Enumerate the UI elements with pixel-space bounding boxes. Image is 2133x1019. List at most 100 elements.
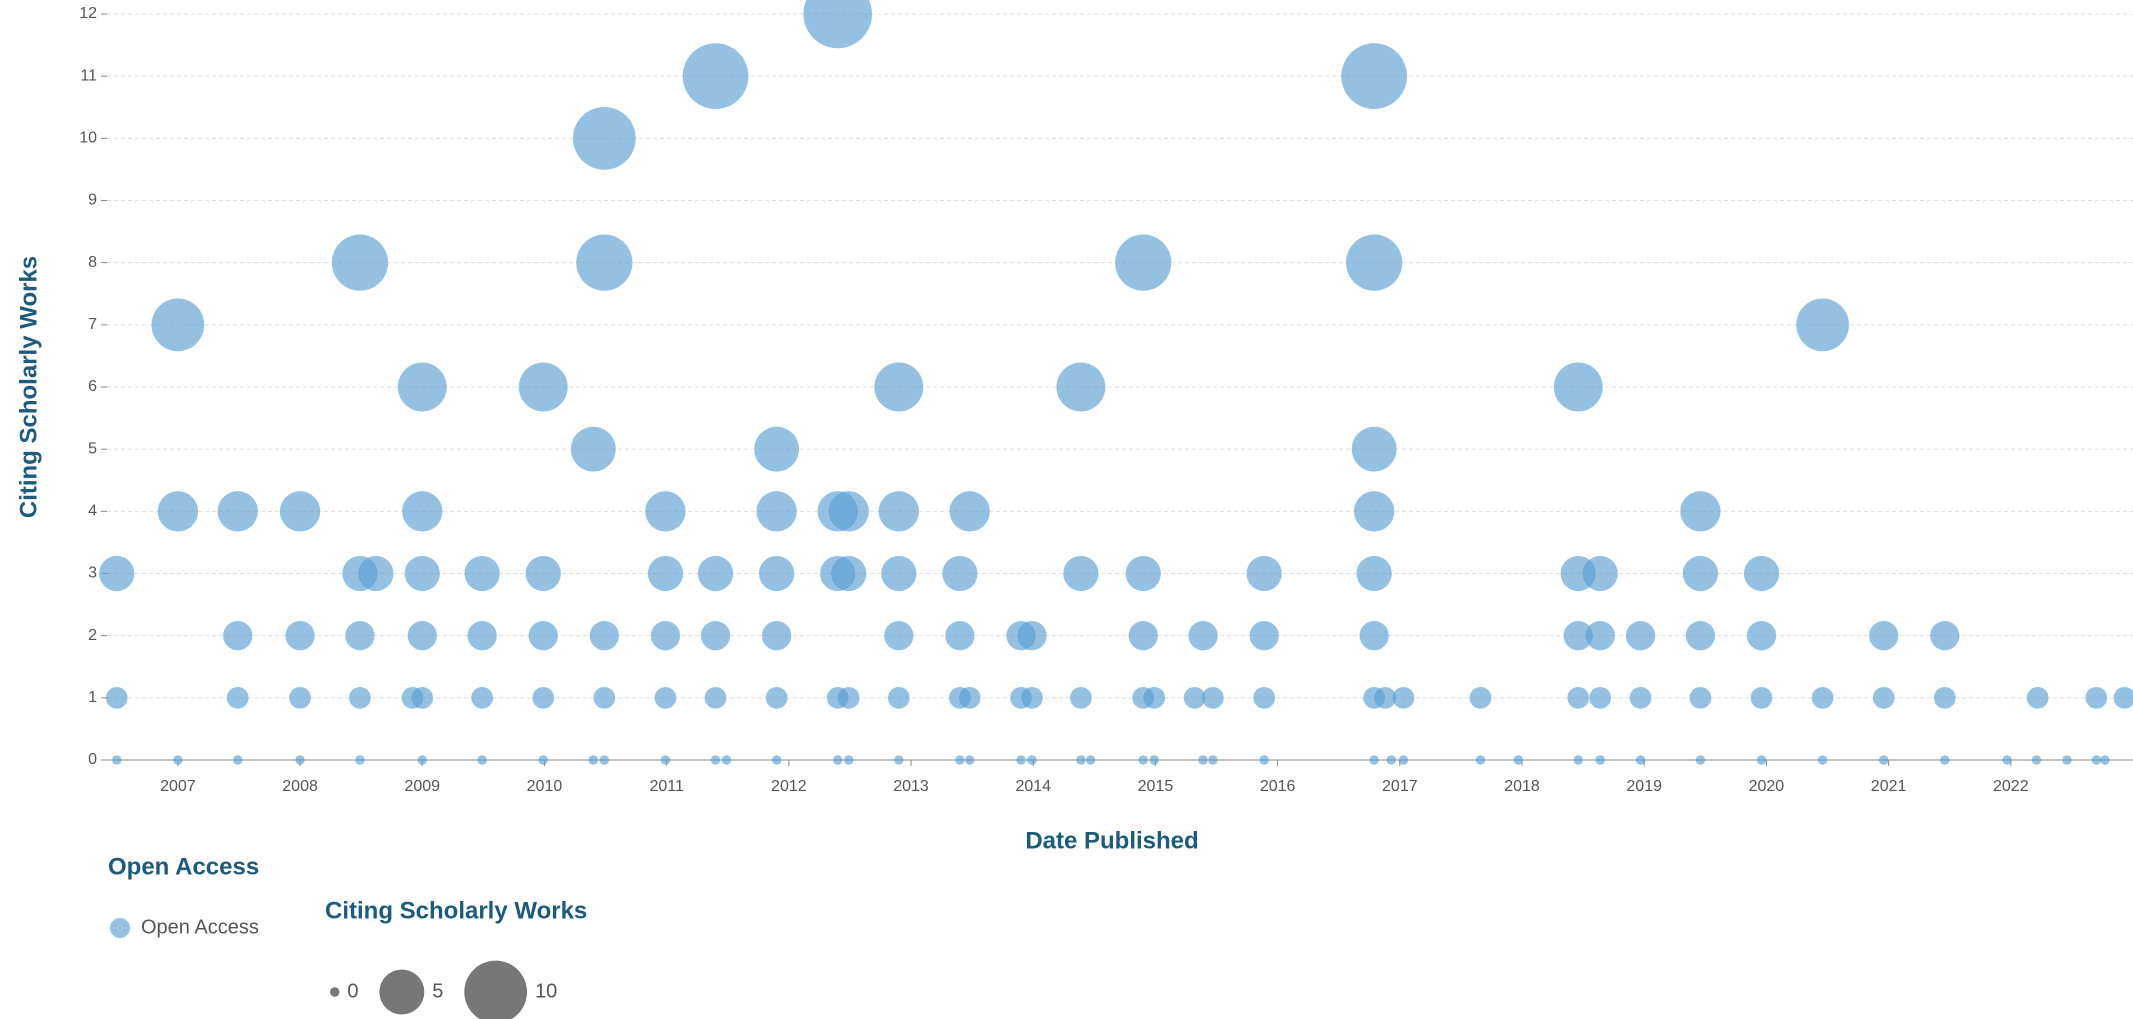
bubble <box>1469 686 1492 709</box>
bubble <box>538 755 548 765</box>
y-axis-title: Citing Scholarly Works <box>15 256 42 518</box>
bubble <box>759 555 795 592</box>
bubble <box>878 491 919 532</box>
bubble <box>1933 686 1956 709</box>
size-legend-circle <box>464 960 528 1019</box>
bubble <box>1359 621 1389 651</box>
bubble <box>1553 362 1603 412</box>
bubble <box>2085 686 2108 709</box>
bubble <box>397 362 447 412</box>
bubble <box>1475 755 1486 765</box>
bubble <box>331 234 389 291</box>
bubble <box>955 755 965 765</box>
bubble <box>1817 755 1828 765</box>
bubble <box>1374 686 1397 709</box>
x-tick-label: 2017 <box>1382 778 1418 795</box>
bubble <box>704 686 727 709</box>
bubble <box>765 686 788 709</box>
bubble <box>1746 621 1777 651</box>
bubble <box>1872 686 1895 709</box>
bubble <box>1149 755 1159 765</box>
bubble <box>1595 755 1605 765</box>
bubble <box>1743 555 1780 592</box>
bubble <box>226 686 249 709</box>
y-tick-label: 0 <box>88 751 97 768</box>
bubble <box>654 686 677 709</box>
bubble <box>803 0 873 49</box>
bubble <box>942 555 978 592</box>
bubble <box>1398 755 1409 765</box>
size-legend-circle <box>379 969 425 1015</box>
bubble <box>1356 555 1392 592</box>
bubble <box>949 491 990 532</box>
bubble <box>285 621 315 651</box>
bubble <box>1188 621 1218 651</box>
bubble <box>771 755 782 765</box>
bubble <box>295 755 305 765</box>
bubble <box>721 755 732 765</box>
y-tick-label: 8 <box>88 254 97 271</box>
bubble <box>1386 755 1396 765</box>
bubble <box>471 686 494 709</box>
bubble <box>831 555 867 592</box>
y-tick-label: 5 <box>88 440 97 457</box>
bubble <box>700 621 731 651</box>
bubble <box>1063 555 1099 592</box>
bubble <box>884 621 914 651</box>
bubble <box>2100 755 2110 765</box>
bubble <box>1585 621 1615 651</box>
y-tick-label: 6 <box>88 378 97 395</box>
bubble <box>964 755 975 765</box>
bubble <box>417 755 427 765</box>
bubble <box>710 755 721 765</box>
bubble <box>2062 755 2072 765</box>
bubble <box>650 621 681 651</box>
color-legend-title: Open Access <box>108 853 259 880</box>
x-tick-label: 2021 <box>1871 778 1907 795</box>
bubble <box>881 555 917 592</box>
bubble <box>1680 491 1721 532</box>
y-tick-label: 9 <box>88 192 97 209</box>
bubble <box>525 555 561 592</box>
bubble <box>1076 755 1086 765</box>
bubble <box>289 686 311 709</box>
size-legend-label: 0 <box>347 980 358 1002</box>
x-tick-label: 2016 <box>1260 778 1296 795</box>
bubble <box>1750 686 1773 709</box>
bubble <box>945 621 975 651</box>
bubble <box>1879 755 1889 765</box>
bubble <box>593 686 616 709</box>
bubble <box>173 755 183 765</box>
x-tick-label: 2012 <box>771 778 807 795</box>
bubble <box>1115 234 1172 291</box>
x-tick-label: 2014 <box>1015 778 1051 795</box>
bubble <box>645 491 686 532</box>
bubble <box>1138 755 1148 765</box>
size-legend-circle <box>330 987 340 997</box>
bubble <box>345 621 375 651</box>
bubble <box>1198 755 1208 765</box>
bubble <box>99 555 135 592</box>
bubble <box>1635 755 1646 765</box>
bubble <box>1629 686 1652 709</box>
bubble <box>2091 755 2102 765</box>
bubble <box>1567 686 1590 709</box>
bubble <box>837 686 860 709</box>
bubble <box>1685 621 1716 651</box>
bubble <box>223 621 253 651</box>
bubble <box>467 621 497 651</box>
bubble <box>112 755 122 765</box>
bubble <box>1940 755 1950 765</box>
bubble <box>1016 755 1026 765</box>
x-tick-label: 2010 <box>527 778 563 795</box>
bubble <box>599 755 610 765</box>
bubble <box>761 621 792 651</box>
bubble <box>894 755 904 765</box>
bubble <box>697 555 734 592</box>
bubble <box>407 621 437 651</box>
bubble <box>1573 755 1583 765</box>
bubble <box>1811 686 1834 709</box>
x-tick-label: 2013 <box>893 778 929 795</box>
size-legend-title: Citing Scholarly Works <box>325 897 587 924</box>
